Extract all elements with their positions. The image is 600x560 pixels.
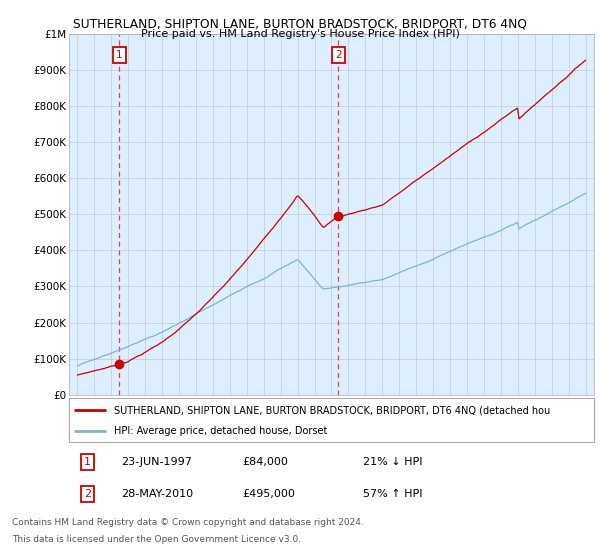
Text: £84,000: £84,000 xyxy=(242,457,288,467)
Text: SUTHERLAND, SHIPTON LANE, BURTON BRADSTOCK, BRIDPORT, DT6 4NQ: SUTHERLAND, SHIPTON LANE, BURTON BRADSTO… xyxy=(73,18,527,31)
Text: 2: 2 xyxy=(335,50,341,60)
Text: 23-JUN-1997: 23-JUN-1997 xyxy=(121,457,193,467)
Text: 1: 1 xyxy=(116,50,123,60)
Text: £495,000: £495,000 xyxy=(242,489,295,499)
Text: Price paid vs. HM Land Registry's House Price Index (HPI): Price paid vs. HM Land Registry's House … xyxy=(140,29,460,39)
Text: HPI: Average price, detached house, Dorset: HPI: Average price, detached house, Dors… xyxy=(113,426,327,436)
Text: 57% ↑ HPI: 57% ↑ HPI xyxy=(363,489,422,499)
Text: This data is licensed under the Open Government Licence v3.0.: This data is licensed under the Open Gov… xyxy=(12,535,301,544)
Text: 21% ↓ HPI: 21% ↓ HPI xyxy=(363,457,422,467)
Text: Contains HM Land Registry data © Crown copyright and database right 2024.: Contains HM Land Registry data © Crown c… xyxy=(12,518,364,527)
Text: 2: 2 xyxy=(84,489,91,499)
Text: SUTHERLAND, SHIPTON LANE, BURTON BRADSTOCK, BRIDPORT, DT6 4NQ (detached hou: SUTHERLAND, SHIPTON LANE, BURTON BRADSTO… xyxy=(113,405,550,415)
Text: 28-MAY-2010: 28-MAY-2010 xyxy=(121,489,194,499)
Text: 1: 1 xyxy=(84,457,91,467)
